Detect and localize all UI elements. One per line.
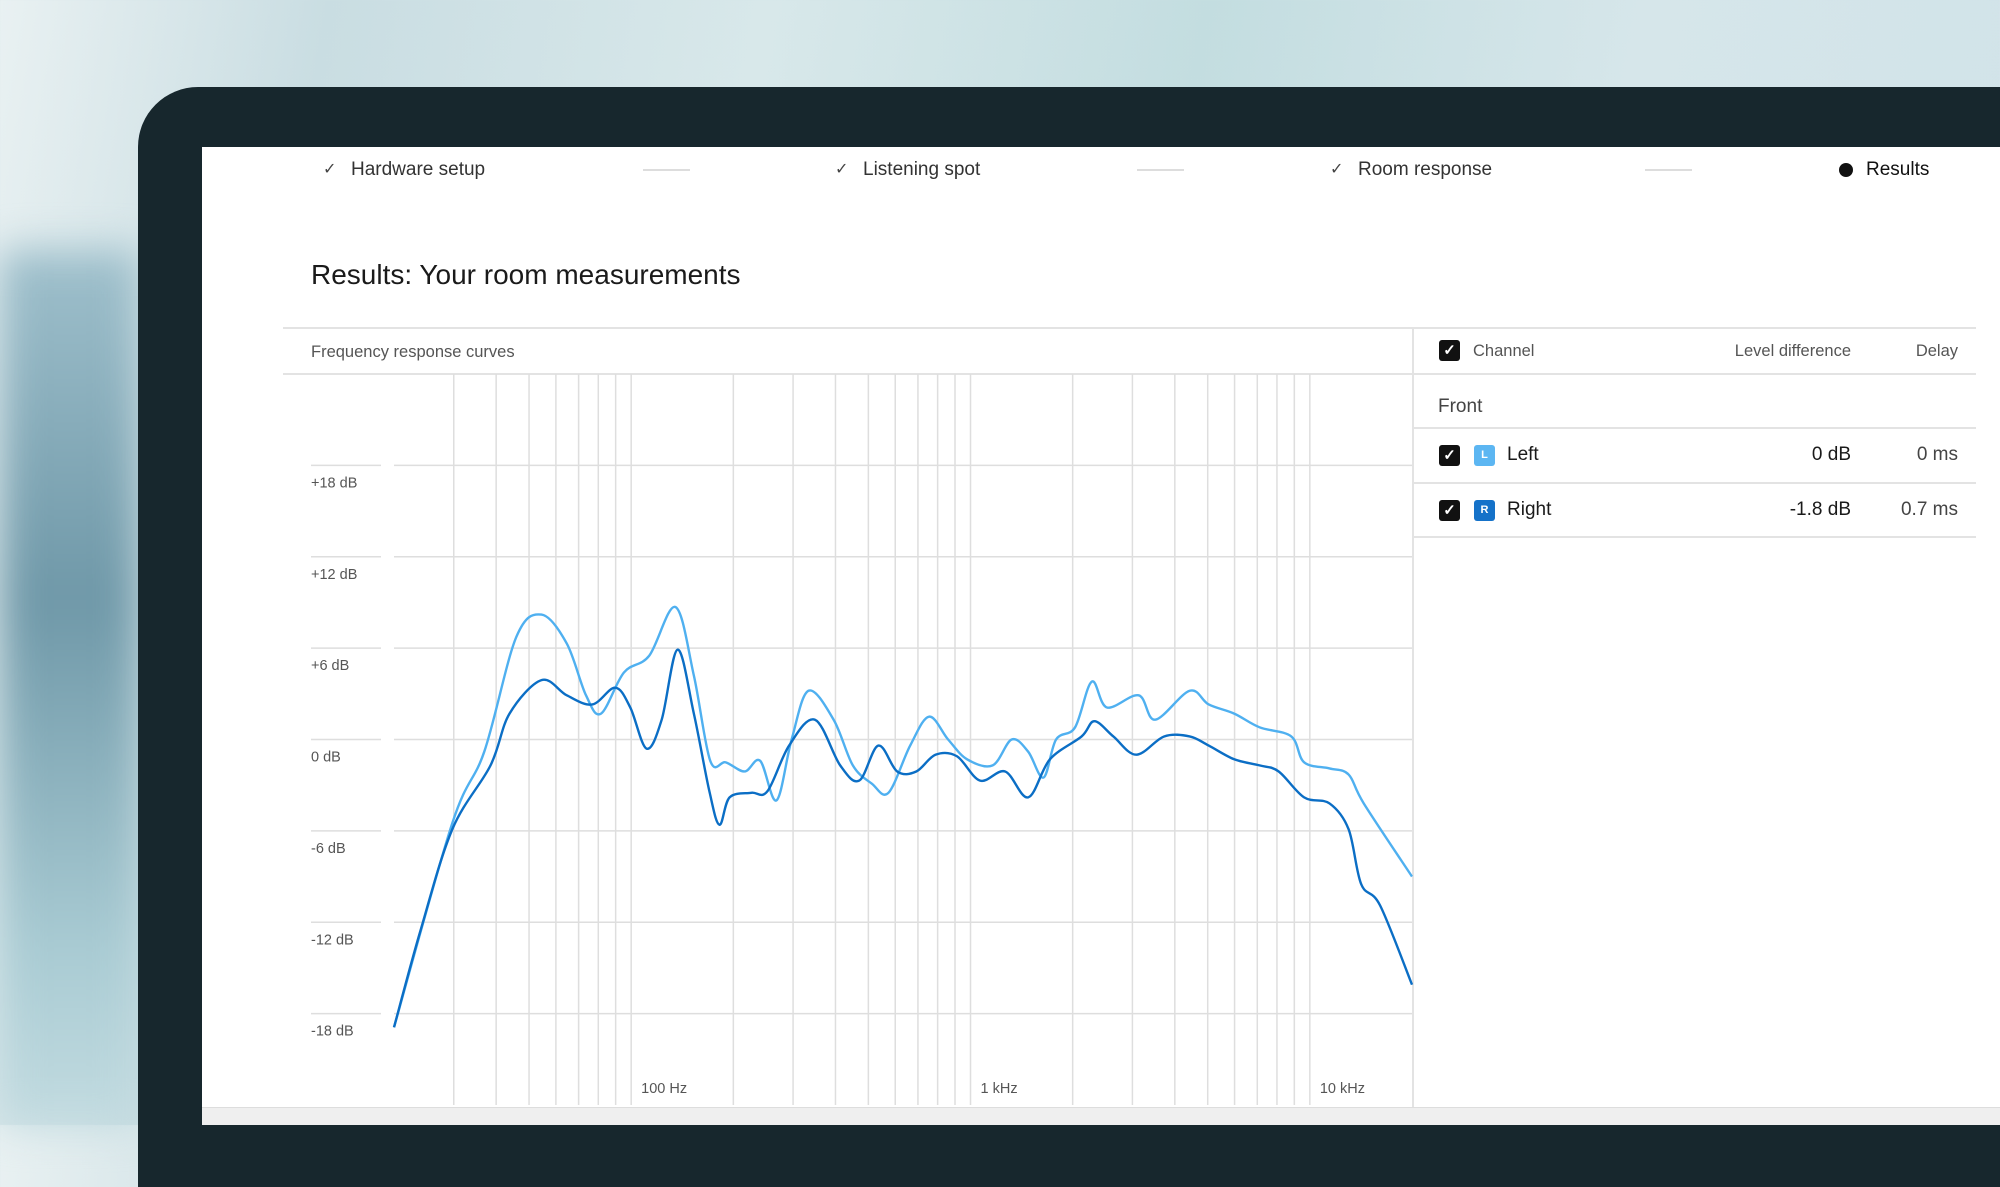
y-tick-label: +6 dB bbox=[311, 658, 349, 674]
channel-checkbox-left[interactable]: ✓ bbox=[1439, 445, 1460, 466]
delay: 0 ms bbox=[1916, 444, 1958, 465]
row-divider bbox=[1413, 427, 1976, 429]
step-divider bbox=[643, 169, 690, 171]
y-tick-label: -18 dB bbox=[311, 1024, 354, 1040]
panel-top-border bbox=[283, 327, 1976, 329]
y-tick-label: -12 dB bbox=[311, 932, 354, 948]
step-room-response[interactable]: Room response bbox=[1358, 159, 1493, 180]
channel-checkbox-right[interactable]: ✓ bbox=[1439, 500, 1460, 521]
row-divider bbox=[1413, 482, 1976, 484]
x-tick-label: 1 kHz bbox=[981, 1081, 1018, 1097]
check-icon: ✓ bbox=[835, 161, 849, 178]
select-all-checkbox[interactable]: ✓ bbox=[1439, 340, 1460, 361]
y-tick-label: +12 dB bbox=[311, 567, 357, 583]
page-title: Results: Your room measurements bbox=[311, 259, 741, 290]
channel-badge-left: L bbox=[1474, 445, 1495, 466]
level-difference: -1.8 dB bbox=[1789, 499, 1851, 520]
check-icon: ✓ bbox=[1330, 161, 1344, 178]
frequency-response-chart: +18 dB +12 dB +6 dB 0 dB -6 dB -12 dB -18 dB 10… bbox=[311, 374, 1414, 1105]
step-listening-spot[interactable]: Listening spot bbox=[863, 159, 981, 180]
row-divider bbox=[1413, 536, 1976, 538]
series-line-left bbox=[392, 605, 1414, 1028]
y-tick-label: 0 dB bbox=[311, 750, 341, 766]
y-tick-label: +18 dB bbox=[311, 475, 357, 491]
x-tick-label: 100 Hz bbox=[641, 1081, 687, 1097]
footer-strip bbox=[202, 1107, 2000, 1125]
channel-badge-right: R bbox=[1474, 500, 1495, 521]
check-icon: ✓ bbox=[323, 161, 337, 178]
panel-header-border bbox=[283, 373, 1976, 375]
panel-divider bbox=[1412, 328, 1414, 1107]
screen bbox=[202, 147, 2000, 1107]
step-divider bbox=[1137, 169, 1184, 171]
y-tick-label: -6 dB bbox=[311, 841, 346, 857]
group-front: Front bbox=[1438, 396, 1483, 417]
delay: 0.7 ms bbox=[1900, 499, 1958, 520]
x-tick-label: 10 kHz bbox=[1320, 1081, 1365, 1097]
col-delay: Delay bbox=[1915, 342, 1958, 360]
level-difference: 0 dB bbox=[1811, 444, 1851, 465]
col-channel: Channel bbox=[1473, 342, 1535, 360]
channel-name: Right bbox=[1507, 499, 1552, 520]
dot-icon bbox=[1839, 163, 1853, 177]
step-results[interactable]: Results bbox=[1866, 159, 1930, 180]
step-hardware-setup[interactable]: Hardware setup bbox=[351, 159, 486, 180]
channel-name: Left bbox=[1507, 444, 1539, 465]
step-divider bbox=[1645, 169, 1692, 171]
col-level-difference: Level difference bbox=[1734, 342, 1851, 360]
background-blur bbox=[0, 250, 140, 1125]
series-line-right bbox=[392, 648, 1414, 1028]
chart-title: Frequency response curves bbox=[311, 343, 515, 361]
